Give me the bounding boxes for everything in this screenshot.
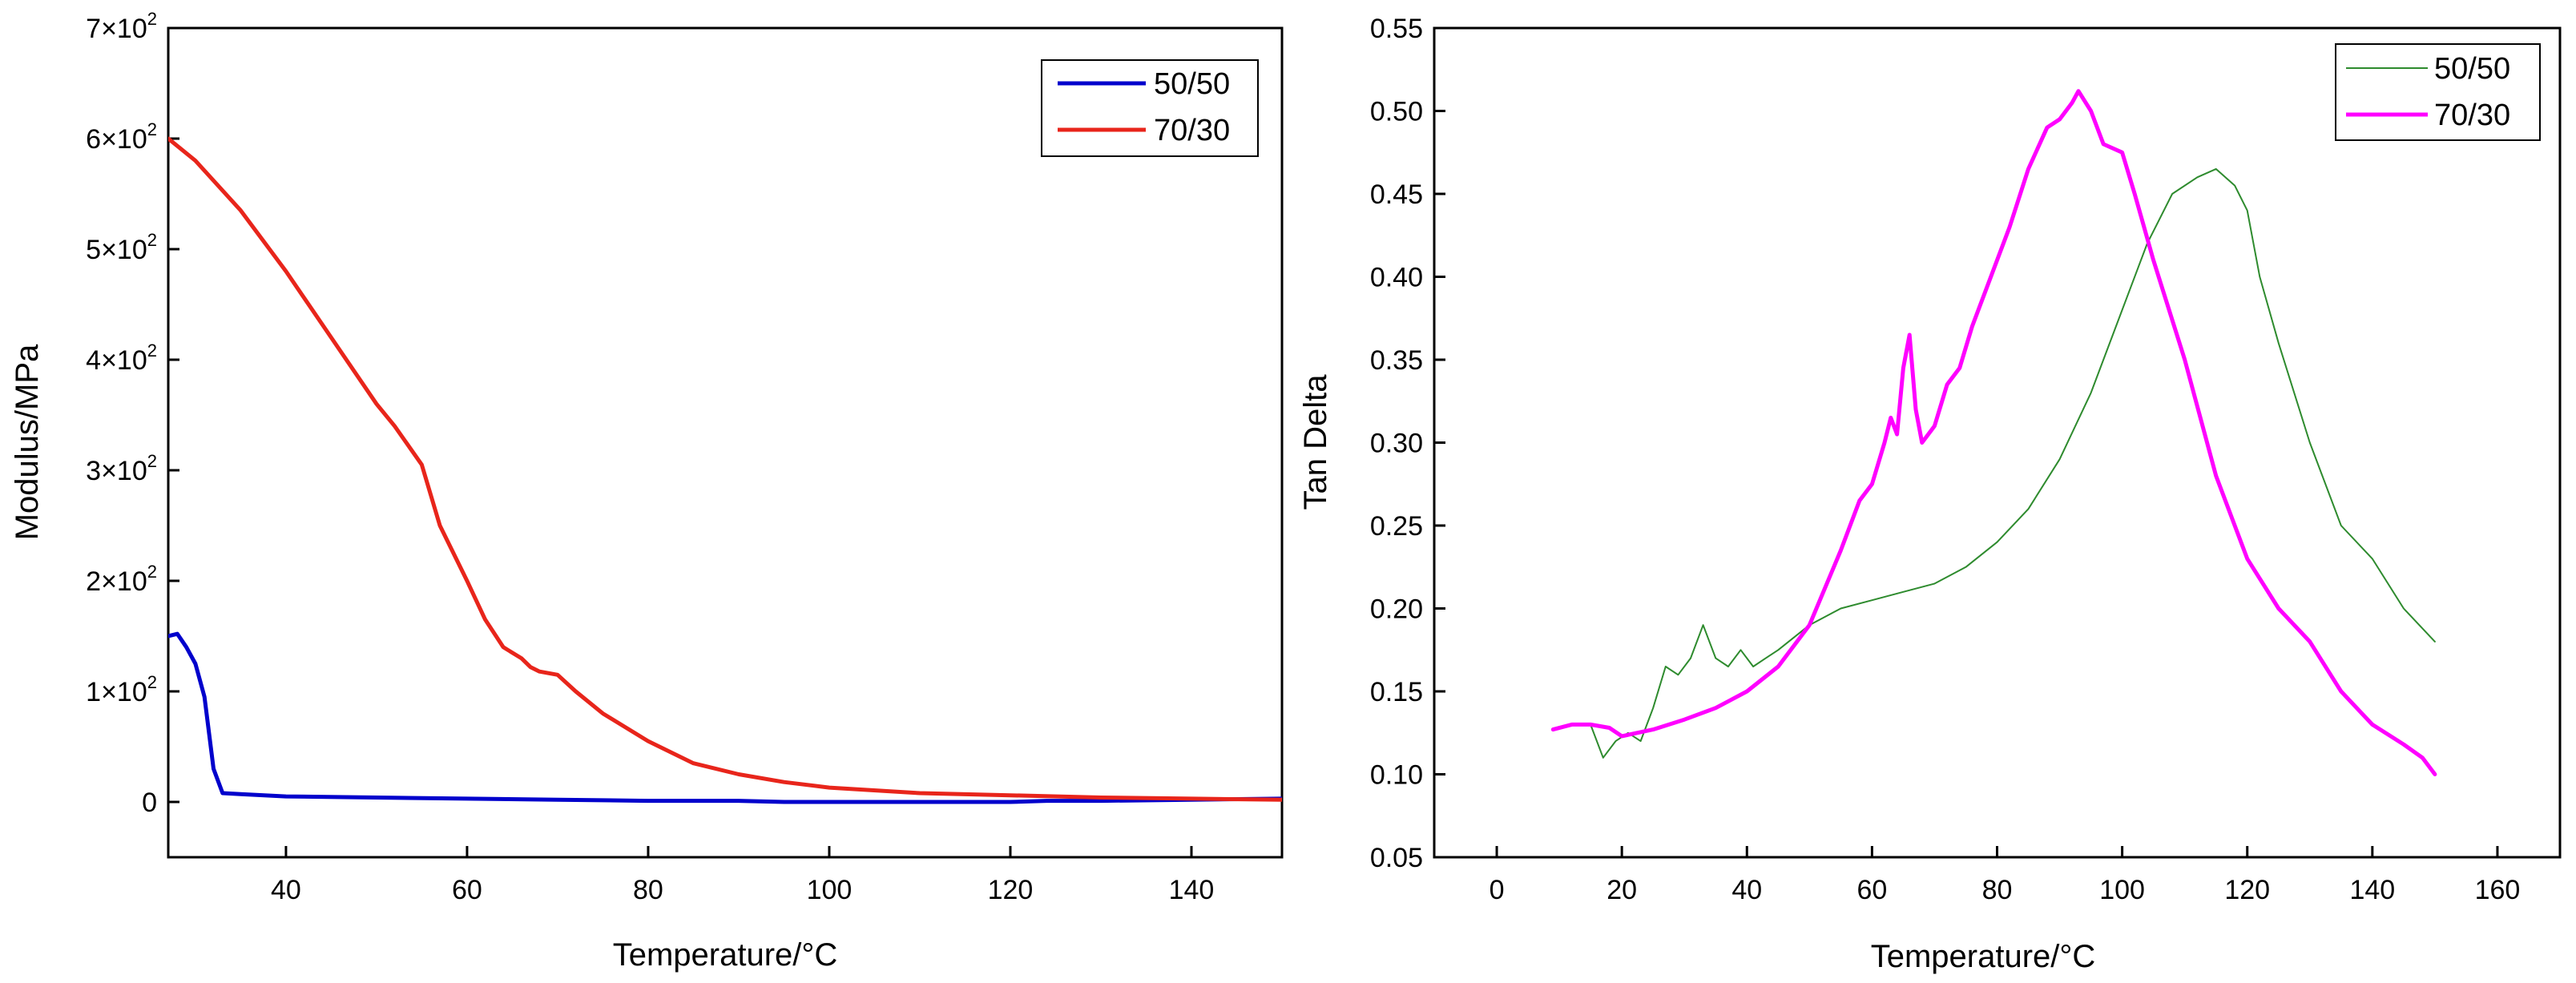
y-ticks: 0 1×102 2×102 3×102 4×102 5×102 6×102 7×102 — [86, 9, 179, 818]
legend: 50/50 70/30 — [1041, 59, 1259, 157]
x-tick-label: 60 — [1856, 875, 1887, 905]
tan-delta-chart: 0.05 0.10 0.15 0.20 0.25 0.30 0.35 0.40 0.45 0.50… — [1298, 14, 2562, 974]
x-tick-label: 20 — [1606, 875, 1637, 905]
y-tick-label: 2×102 — [86, 562, 157, 597]
series-lines — [168, 136, 1282, 804]
y-axis-title: Tan Delta — [1298, 374, 1333, 510]
y-tick-label: 0.20 — [1370, 594, 1423, 625]
y-tick-label: 5×102 — [86, 230, 157, 265]
series-line-70-30 — [168, 136, 1282, 802]
legend: 50/50 70/30 — [2335, 43, 2541, 141]
legend-box — [2335, 43, 2541, 141]
x-axis-title: Temperature/°C — [1871, 939, 2096, 974]
y-tick-label: 0.45 — [1370, 179, 1423, 210]
y-tick-label: 0 — [142, 788, 157, 818]
plot-frame — [167, 26, 1284, 859]
y-tick-label: 3×102 — [86, 451, 157, 486]
x-ticks: 0 20 40 60 80 100 120 140 160 — [1490, 846, 2521, 905]
x-tick-label: 80 — [1982, 875, 2013, 905]
series-line-50-50 — [168, 631, 1282, 804]
x-tick-label: 140 — [2349, 875, 2395, 905]
x-tick-label: 60 — [452, 875, 482, 905]
x-tick-label: 0 — [1490, 875, 1505, 905]
series-lines — [1550, 89, 2437, 776]
x-tick-label: 80 — [633, 875, 663, 905]
x-tick-label: 160 — [2475, 875, 2521, 905]
x-tick-label: 140 — [1169, 875, 1215, 905]
legend-label-50-50: 50/50 — [1154, 67, 1230, 101]
x-ticks: 40 60 80 100 120 140 — [271, 846, 1214, 905]
y-tick-label: 7×102 — [86, 9, 157, 44]
y-axis-title: Modulus/MPa — [10, 344, 45, 540]
y-tick-label: 0.10 — [1370, 760, 1423, 791]
series-line-70-30 — [1550, 89, 2437, 776]
y-tick-label: 0.30 — [1370, 429, 1423, 459]
y-tick-label: 0.40 — [1370, 263, 1423, 293]
x-tick-label: 120 — [2224, 875, 2270, 905]
legend-label-50-50: 50/50 — [2434, 52, 2510, 86]
y-tick-label: 0.50 — [1370, 97, 1423, 127]
y-tick-label: 4×102 — [86, 340, 157, 376]
y-tick-label: 1×102 — [86, 672, 157, 707]
y-tick-label: 0.25 — [1370, 511, 1423, 542]
y-tick-label: 0.05 — [1370, 843, 1423, 873]
y-tick-label: 0.15 — [1370, 677, 1423, 707]
x-tick-label: 100 — [2099, 875, 2145, 905]
legend-label-70-30: 70/30 — [2434, 99, 2510, 132]
x-tick-label: 120 — [988, 875, 1034, 905]
legend-box — [1041, 59, 1259, 157]
x-tick-label: 100 — [807, 875, 853, 905]
y-tick-label: 0.55 — [1370, 14, 1423, 44]
y-ticks: 0.05 0.10 0.15 0.20 0.25 0.30 0.35 0.40 0.45 0.50… — [1370, 14, 1445, 873]
x-tick-label: 40 — [1731, 875, 1762, 905]
x-axis-title: Temperature/°C — [613, 937, 838, 973]
x-tick-label: 40 — [271, 875, 301, 905]
y-tick-label: 0.35 — [1370, 345, 1423, 376]
modulus-chart: 0 1×102 2×102 3×102 4×102 5×102 6×102 7×102 40 6… — [10, 9, 1284, 973]
legend-label-70-30: 70/30 — [1154, 114, 1230, 147]
series-line-50-50 — [1590, 167, 2436, 759]
y-tick-label: 6×102 — [86, 119, 157, 155]
plot-frame — [1433, 26, 2562, 859]
